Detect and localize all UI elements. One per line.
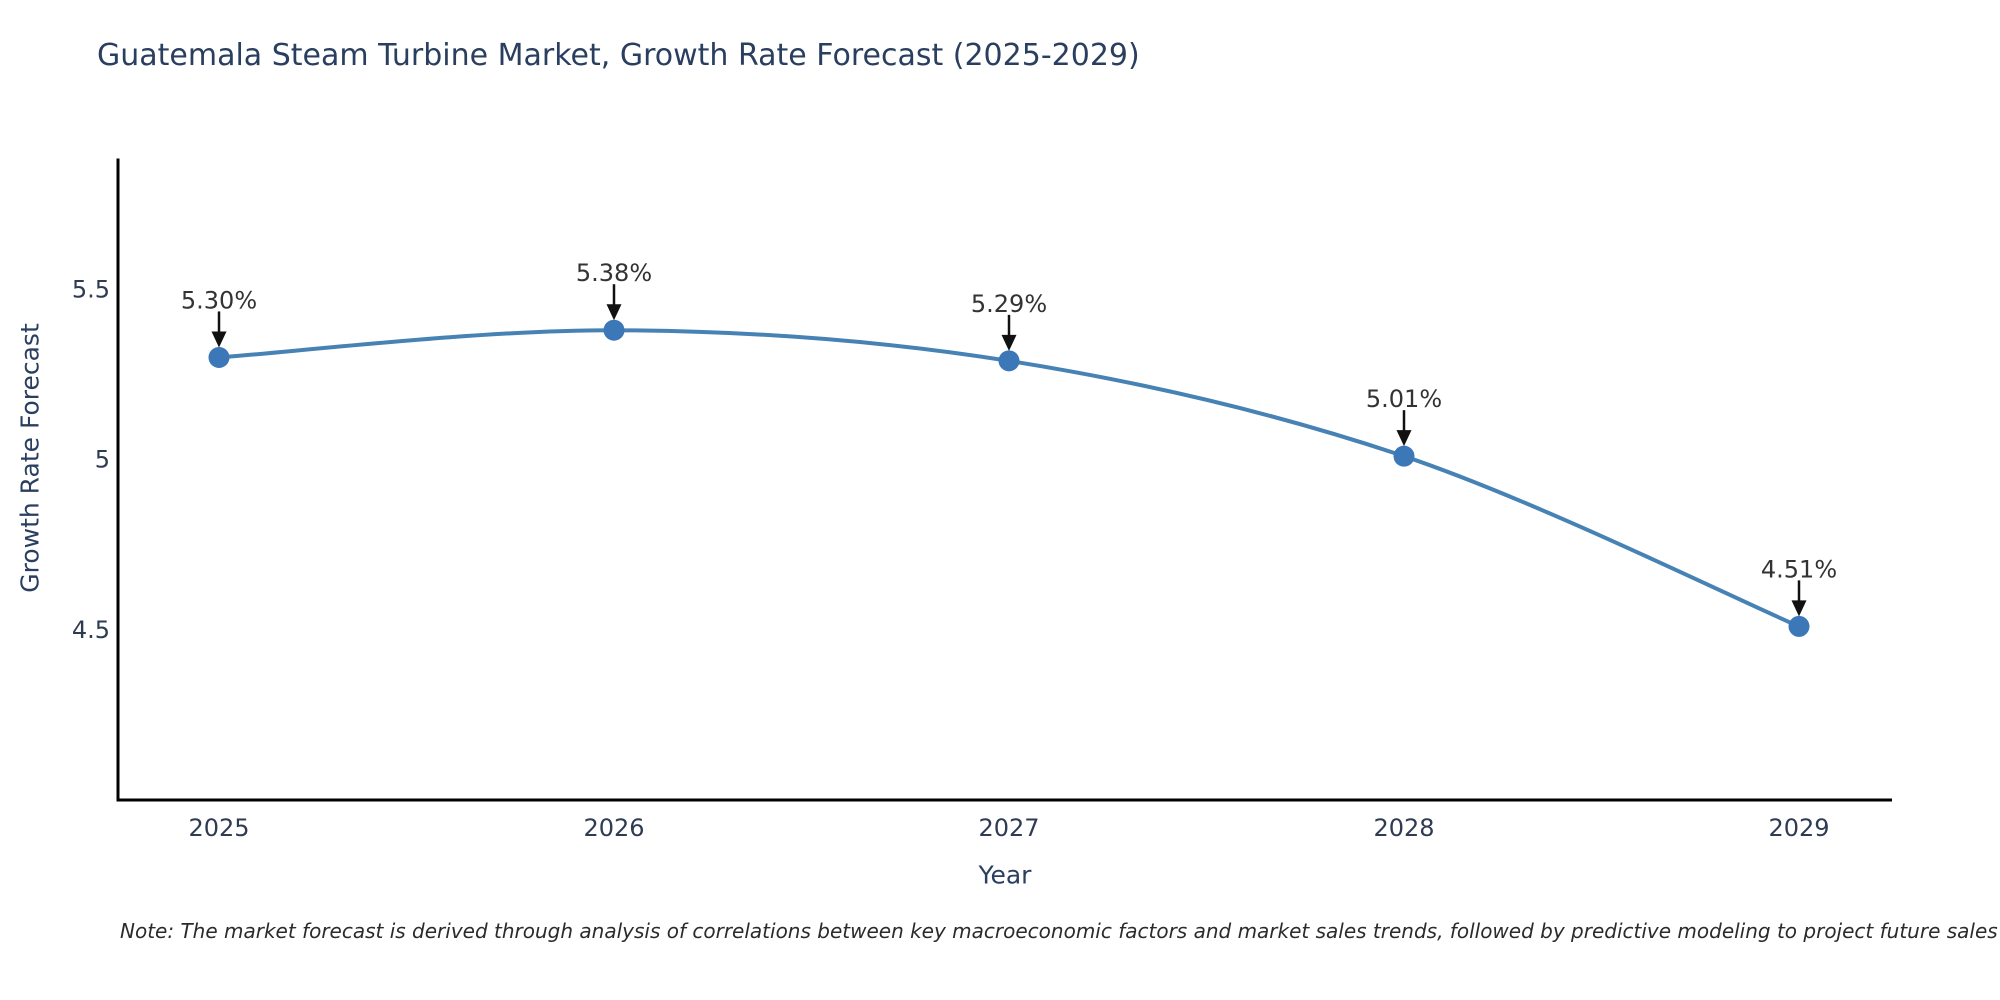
annotation-arrowhead <box>211 331 227 348</box>
point-annotation: 5.01% <box>1366 385 1442 413</box>
annotation-arrowhead <box>1791 600 1807 617</box>
line-series <box>217 328 1801 629</box>
point-annotation: 4.51% <box>1761 555 1837 583</box>
data-point[interactable] <box>1788 615 1810 637</box>
y-tick-label: 5 <box>95 446 110 474</box>
annotation-arrowhead <box>1001 334 1017 351</box>
annotation-arrowhead <box>1396 430 1412 447</box>
x-tick-label: 2029 <box>1768 814 1829 842</box>
y-tick-label: 5.5 <box>72 275 110 303</box>
annotation-arrowhead <box>606 304 622 321</box>
point-annotation: 5.29% <box>971 290 1047 318</box>
x-tick-label: 2026 <box>583 814 644 842</box>
x-tick-label: 2025 <box>188 814 249 842</box>
x-axis-title: Year <box>978 861 1033 890</box>
x-tick-label: 2028 <box>1373 814 1434 842</box>
point-annotation: 5.38% <box>576 259 652 287</box>
x-tick-label: 2027 <box>978 814 1039 842</box>
data-point[interactable] <box>603 319 625 341</box>
point-annotation: 5.30% <box>181 286 257 314</box>
y-axis-title: Growth Rate Forecast <box>16 323 45 593</box>
data-point[interactable] <box>998 350 1020 372</box>
data-point[interactable] <box>1393 445 1415 467</box>
footnote: Note: The market forecast is derived thr… <box>120 919 1998 943</box>
data-point[interactable] <box>208 346 230 368</box>
chart-title: Guatemala Steam Turbine Market, Growth R… <box>97 38 1140 73</box>
y-tick-label: 4.5 <box>72 616 110 644</box>
